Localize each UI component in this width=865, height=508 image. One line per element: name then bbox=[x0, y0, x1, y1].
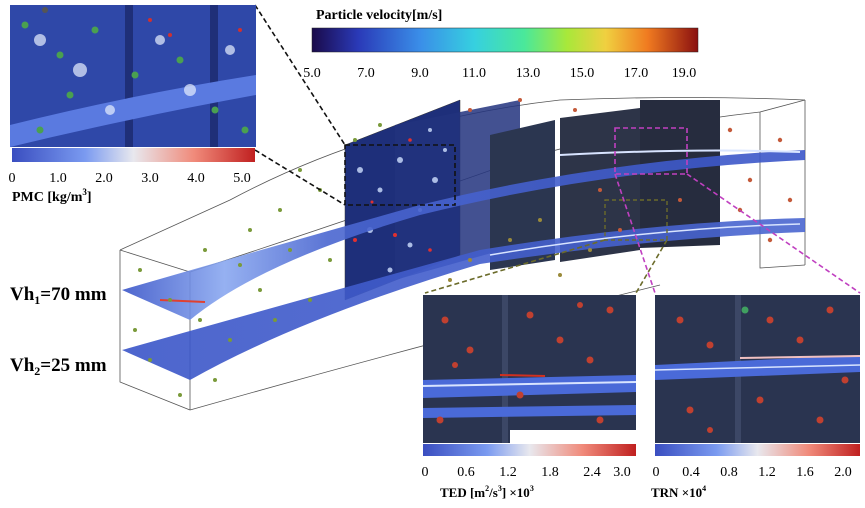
vh2-label: Vh2=25 mm bbox=[10, 355, 107, 378]
particles bbox=[133, 98, 793, 397]
pmc-ticks: 0 1.0 2.0 3.0 4.0 5.0 bbox=[9, 171, 251, 186]
leader-lines bbox=[254, 4, 861, 294]
vh1-label: Vh1=70 mm bbox=[10, 284, 107, 307]
trn-tick: 2.0 bbox=[834, 465, 852, 480]
trn-label: TRN ×104 bbox=[651, 484, 706, 500]
pmc-colorbar bbox=[12, 148, 255, 162]
ted-tick: 1.2 bbox=[499, 465, 517, 480]
trn-tick: 0 bbox=[653, 465, 660, 480]
velocity-tick: 9.0 bbox=[411, 66, 429, 81]
velocity-tick: 19.0 bbox=[672, 66, 697, 81]
callout-box-pmc bbox=[344, 144, 456, 206]
velocity-tick: 13.0 bbox=[516, 66, 541, 81]
plane-vh1 bbox=[122, 149, 805, 320]
ted-tick: 2.4 bbox=[583, 465, 601, 480]
ted-ticks: 0 0.6 1.2 1.8 2.4 3.0 bbox=[422, 465, 631, 480]
callout-box-trn bbox=[614, 127, 688, 175]
ted-tick: 0.6 bbox=[457, 465, 475, 480]
ted-tick: 1.8 bbox=[541, 465, 559, 480]
pmc-tick: 4.0 bbox=[187, 171, 205, 186]
trn-tick: 1.2 bbox=[758, 465, 776, 480]
velocity-tick: 15.0 bbox=[570, 66, 595, 81]
callout-box-ted bbox=[604, 199, 668, 241]
ted-label: TED [m2/s3] ×103 bbox=[440, 484, 534, 500]
velocity-tick: 7.0 bbox=[357, 66, 375, 81]
pmc-tick: 5.0 bbox=[233, 171, 251, 186]
trn-tick: 0.8 bbox=[720, 465, 738, 480]
pmc-tick: 1.0 bbox=[49, 171, 67, 186]
ted-tick: 0 bbox=[422, 465, 429, 480]
velocity-colorbar bbox=[311, 27, 699, 53]
velocity-tick: 5.0 bbox=[303, 66, 321, 81]
trn-colorbar bbox=[655, 444, 860, 456]
pmc-tick: 3.0 bbox=[141, 171, 159, 186]
ted-colorbar bbox=[423, 444, 636, 456]
trn-tick: 0.4 bbox=[682, 465, 700, 480]
inset-pmc bbox=[10, 5, 256, 147]
trn-ticks: 0 0.4 0.8 1.2 1.6 2.0 bbox=[653, 465, 852, 480]
inset-trn bbox=[654, 295, 861, 443]
trn-tick: 1.6 bbox=[796, 465, 814, 480]
velocity-ticks: 5.0 7.0 9.0 11.0 13.0 15.0 17.0 19.0 bbox=[303, 66, 696, 81]
velocity-tick: 17.0 bbox=[624, 66, 649, 81]
pmc-label: PMC [kg/m3] bbox=[12, 187, 92, 205]
velocity-tick: 11.0 bbox=[462, 66, 486, 81]
ted-tick: 3.0 bbox=[613, 465, 631, 480]
inset-ted bbox=[422, 295, 637, 443]
pmc-tick: 2.0 bbox=[95, 171, 113, 186]
velocity-colorbar-title: Particle velocity[m/s] bbox=[316, 8, 442, 23]
pmc-tick: 0 bbox=[9, 171, 16, 186]
